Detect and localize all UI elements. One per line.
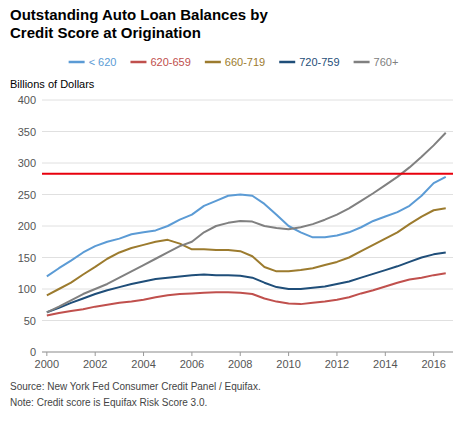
legend-swatch <box>130 61 146 64</box>
annotation: Source: New York Fed Consumer Credit Pan… <box>10 381 261 392</box>
y-tick-label: 50 <box>24 315 36 327</box>
title-line: Credit Score at Origination <box>10 24 201 41</box>
series-line <box>47 133 446 313</box>
x-tick <box>240 352 241 356</box>
series-line <box>47 177 446 277</box>
grid-line <box>42 100 453 101</box>
grid-line <box>42 163 453 164</box>
legend-item: 760+ <box>354 56 399 68</box>
x-tick-label: 2008 <box>228 358 252 370</box>
legend-item: 720-759 <box>279 56 339 68</box>
x-tick-label: 2004 <box>131 358 155 370</box>
legend-label: < 620 <box>89 56 117 68</box>
y-axis-label: Billions of Dollars <box>10 78 95 90</box>
legend-label: 720-759 <box>299 56 339 68</box>
legend-swatch <box>279 61 295 64</box>
x-axis-line <box>42 352 453 353</box>
legend-item: 620-659 <box>130 56 190 68</box>
grid-line <box>42 352 453 353</box>
x-tick <box>143 352 144 356</box>
series-line <box>47 273 446 315</box>
legend-swatch <box>205 61 221 64</box>
grid-line <box>42 320 453 321</box>
legend: < 620 620-659 660-719 720-759 760+ <box>69 56 399 68</box>
grid-line <box>42 226 453 227</box>
y-tick-label: 0 <box>30 346 36 358</box>
x-tick-label: 2000 <box>35 358 59 370</box>
y-tick-label: 200 <box>18 220 36 232</box>
x-tick-label: 2012 <box>325 358 349 370</box>
legend-label: 760+ <box>374 56 399 68</box>
series-line <box>47 252 446 312</box>
legend-swatch <box>354 61 370 64</box>
title-line: Outstanding Auto Loan Balances by <box>10 6 268 23</box>
x-tick <box>95 352 96 356</box>
x-tick-label: 2006 <box>180 358 204 370</box>
legend-label: 660-719 <box>225 56 265 68</box>
legend-swatch <box>69 61 85 64</box>
legend-item: 660-719 <box>205 56 265 68</box>
reference-line <box>42 173 453 175</box>
y-tick-label: 300 <box>18 157 36 169</box>
y-tick-label: 400 <box>18 94 36 106</box>
x-tick <box>46 352 47 356</box>
grid-line <box>42 131 453 132</box>
y-tick-label: 150 <box>18 252 36 264</box>
plot-area <box>42 133 453 316</box>
x-tick <box>191 352 192 356</box>
x-tick-label: 2002 <box>83 358 107 370</box>
chart: Outstanding Auto Loan Balances byCredit … <box>0 0 467 429</box>
x-tick-label: 2014 <box>373 358 397 370</box>
grid-line <box>42 289 453 290</box>
y-tick-label: 100 <box>18 283 36 295</box>
y-tick-label: 350 <box>18 126 36 138</box>
x-tick <box>288 352 289 356</box>
title: Outstanding Auto Loan Balances byCredit … <box>10 6 268 41</box>
x-tick <box>336 352 337 356</box>
legend-item: < 620 <box>69 56 117 68</box>
x-tick-label: 2010 <box>276 358 300 370</box>
x-tick <box>385 352 386 356</box>
x-tick <box>433 352 434 356</box>
annotation: Note: Credit score is Equifax Risk Score… <box>10 397 207 408</box>
legend-label: 620-659 <box>150 56 190 68</box>
grid-line <box>42 257 453 258</box>
y-tick-label: 250 <box>18 189 36 201</box>
x-tick-label: 2016 <box>421 358 445 370</box>
